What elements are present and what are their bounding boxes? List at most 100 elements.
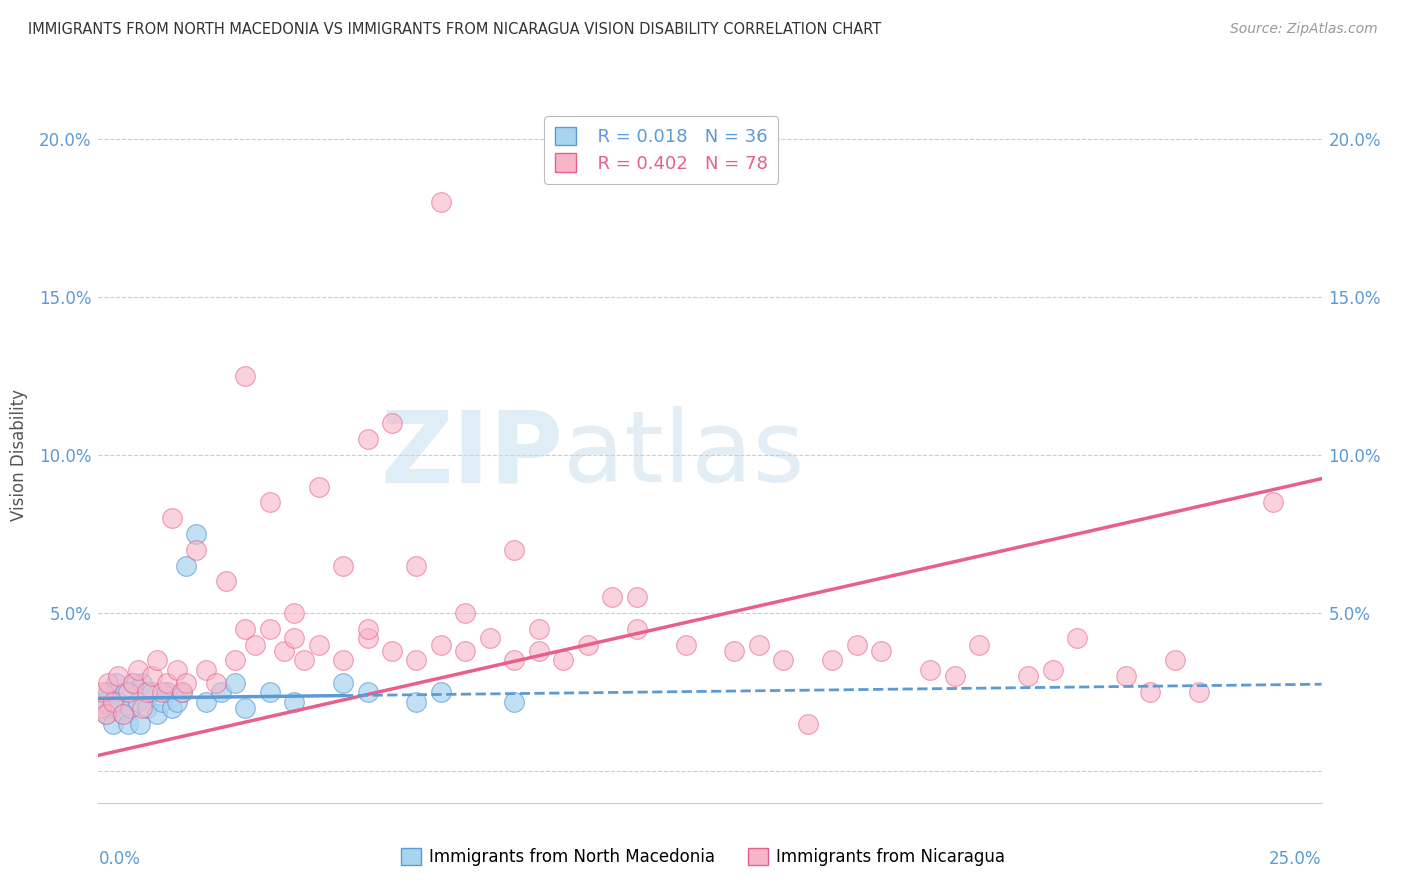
Point xyxy=(205,675,228,690)
Point xyxy=(430,685,453,699)
Point xyxy=(967,638,990,652)
Point xyxy=(405,653,427,667)
Text: ZIP: ZIP xyxy=(381,407,564,503)
Point xyxy=(111,707,134,722)
Point xyxy=(214,574,236,589)
Point xyxy=(100,701,122,715)
Point xyxy=(1139,685,1161,699)
Point xyxy=(845,638,868,652)
Point xyxy=(94,707,117,722)
Point xyxy=(146,707,169,722)
Point xyxy=(405,558,427,573)
Legend:   R = 0.018   N = 36,   R = 0.402   N = 78: R = 0.018 N = 36, R = 0.402 N = 78 xyxy=(544,116,778,184)
Point xyxy=(195,695,218,709)
Point xyxy=(136,701,159,715)
Point xyxy=(1115,669,1137,683)
Point xyxy=(308,479,330,493)
Point xyxy=(117,716,139,731)
Point xyxy=(120,701,142,715)
Point xyxy=(283,632,305,646)
Point xyxy=(259,685,281,699)
Legend: Immigrants from North Macedonia, Immigrants from Nicaragua: Immigrants from North Macedonia, Immigra… xyxy=(392,840,1014,875)
Point xyxy=(101,695,124,709)
Point xyxy=(1042,663,1064,677)
Point xyxy=(170,685,193,699)
Point xyxy=(233,622,256,636)
Point xyxy=(308,638,330,652)
Point xyxy=(131,701,153,715)
Point xyxy=(141,685,163,699)
Point xyxy=(332,558,354,573)
Point xyxy=(1261,495,1284,509)
Point xyxy=(141,669,163,683)
Point xyxy=(224,653,246,667)
Point xyxy=(176,675,198,690)
Point xyxy=(127,695,149,709)
Point xyxy=(176,558,198,573)
Point xyxy=(1017,669,1039,683)
Point xyxy=(332,653,354,667)
Point xyxy=(356,632,378,646)
Point xyxy=(283,606,305,620)
Point xyxy=(1164,653,1187,667)
Point xyxy=(527,622,550,636)
Point xyxy=(150,695,173,709)
Point xyxy=(166,663,188,677)
Point xyxy=(117,685,139,699)
Point xyxy=(430,194,453,209)
Point xyxy=(127,663,149,677)
Point xyxy=(160,511,183,525)
Point xyxy=(195,663,218,677)
Point xyxy=(136,685,159,699)
Point xyxy=(91,695,114,709)
Point xyxy=(233,368,256,383)
Point xyxy=(156,675,179,690)
Point xyxy=(209,685,232,699)
Point xyxy=(233,701,256,715)
Point xyxy=(292,653,315,667)
Point xyxy=(111,707,134,722)
Point xyxy=(160,701,183,715)
Point xyxy=(1188,685,1211,699)
Point xyxy=(503,542,526,557)
Point xyxy=(626,622,648,636)
Point xyxy=(150,685,173,699)
Point xyxy=(723,644,745,658)
Point xyxy=(454,606,477,620)
Point xyxy=(1066,632,1088,646)
Point xyxy=(101,716,124,731)
Point xyxy=(870,644,893,658)
Point xyxy=(356,622,378,636)
Point xyxy=(943,669,966,683)
Point xyxy=(156,685,179,699)
Point xyxy=(675,638,697,652)
Point xyxy=(356,432,378,446)
Point xyxy=(405,695,427,709)
Point xyxy=(121,675,143,690)
Point xyxy=(243,638,266,652)
Point xyxy=(129,716,152,731)
Point xyxy=(478,632,501,646)
Point xyxy=(104,675,127,690)
Point xyxy=(273,644,295,658)
Point xyxy=(430,638,453,652)
Point xyxy=(356,685,378,699)
Point xyxy=(259,495,281,509)
Text: 25.0%: 25.0% xyxy=(1270,850,1322,868)
Point xyxy=(94,707,117,722)
Point xyxy=(503,695,526,709)
Point xyxy=(748,638,770,652)
Text: IMMIGRANTS FROM NORTH MACEDONIA VS IMMIGRANTS FROM NICARAGUA VISION DISABILITY C: IMMIGRANTS FROM NORTH MACEDONIA VS IMMIG… xyxy=(28,22,882,37)
Point xyxy=(553,653,575,667)
Text: 0.0%: 0.0% xyxy=(98,850,141,868)
Point xyxy=(91,685,114,699)
Point xyxy=(381,644,404,658)
Point xyxy=(772,653,794,667)
Point xyxy=(107,669,129,683)
Point xyxy=(131,675,153,690)
Y-axis label: Vision Disability: Vision Disability xyxy=(10,389,28,521)
Point xyxy=(332,675,354,690)
Point xyxy=(503,653,526,667)
Point xyxy=(224,675,246,690)
Point xyxy=(90,701,112,715)
